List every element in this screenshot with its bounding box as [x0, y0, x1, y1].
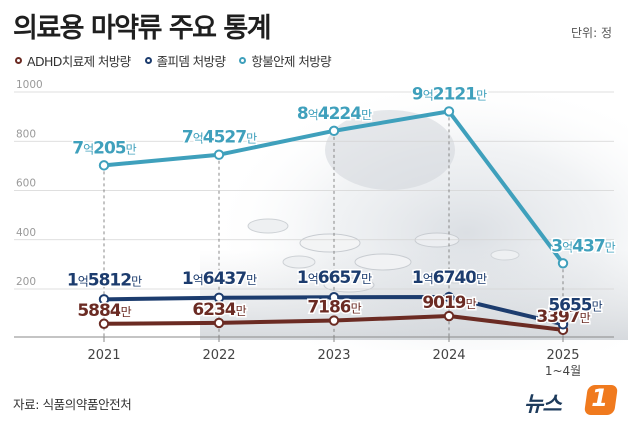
legend-item-anxiolytic: 항불안제 처방량 — [239, 51, 332, 70]
legend-marker-anxiolytic — [239, 57, 247, 64]
series-zolpidem — [98, 291, 569, 330]
y-tick-label: 800 — [16, 128, 36, 140]
data-label-anxiolytic: 7억4527만 — [182, 128, 257, 148]
legend: ADHD치료제 처방량 졸피뎀 처방량 항불안제 처방량 — [15, 51, 332, 70]
legend-item-adhd: ADHD치료제 처방량 — [15, 51, 131, 70]
data-label-zolpidem: 1억6740만 — [412, 268, 487, 288]
series-adhd — [98, 310, 569, 336]
x-tick-label: 2025 — [546, 348, 579, 363]
data-label-adhd: 7186만 — [307, 298, 361, 318]
data-label-zolpidem: 5655만 — [548, 295, 602, 315]
data-label-adhd: 3397만 — [536, 307, 590, 327]
data-label-adhd: 9019만 — [422, 293, 476, 313]
data-point-zolpidem — [213, 292, 225, 303]
data-label-zolpidem: 1억6437만 — [182, 269, 257, 289]
data-label-zolpidem: 1억5812만 — [67, 270, 142, 290]
y-tick-label: 200 — [16, 276, 36, 288]
series-anxiolytic — [98, 106, 569, 269]
legend-label-anxiolytic: 항불안제 처방량 — [251, 54, 332, 69]
legend-marker-zolpidem — [144, 57, 152, 64]
logo-text: 뉴스 — [524, 392, 562, 416]
y-tick-label: 600 — [16, 178, 36, 190]
data-point-anxiolytic — [98, 160, 110, 171]
data-point-adhd — [213, 317, 225, 329]
news1-logo: 뉴스 1 — [524, 384, 619, 420]
legend-label-zolpidem: 졸피뎀 처방량 — [156, 54, 226, 69]
data-point-anxiolytic — [213, 149, 225, 160]
data-point-anxiolytic — [443, 106, 455, 117]
data-point-adhd — [328, 315, 340, 326]
data-point-zolpidem — [328, 292, 340, 303]
background-pills-image — [200, 90, 628, 350]
data-label-anxiolytic: 7억205만 — [72, 138, 136, 158]
data-point-anxiolytic — [557, 258, 569, 269]
source-note: 자료: 식품의약품안전처 — [13, 397, 132, 412]
unit-label: 단위: 정 — [571, 26, 612, 40]
x-tick-sublabel: 1~4월 — [545, 364, 581, 378]
data-point-anxiolytic — [328, 125, 340, 137]
page-title: 의료용 마약류 주요 통계 — [13, 13, 272, 44]
data-point-adhd — [98, 318, 110, 329]
chart-grid — [14, 91, 614, 338]
y-tick-label: 400 — [16, 227, 36, 239]
x-tick-label: 2024 — [432, 348, 465, 363]
data-label-anxiolytic: 9억2121만 — [412, 84, 487, 104]
series-layer: 5884만 6234만 7186만 9019만 3397만 1억5812만 1억6437만 1… — [65, 83, 618, 336]
logo-badge-text: 1 — [591, 384, 608, 412]
x-tick-label: 2023 — [317, 348, 350, 363]
x-tick-label: 2021 — [87, 348, 120, 363]
legend-label-adhd: ADHD치료제 처방량 — [27, 54, 131, 69]
y-tick-label: 1000 — [16, 79, 43, 91]
data-point-zolpidem — [557, 319, 569, 330]
legend-marker-adhd — [15, 57, 22, 64]
data-point-zolpidem — [98, 294, 110, 305]
data-label-anxiolytic: 8억4224만 — [297, 104, 372, 124]
legend-item-zolpidem: 졸피뎀 처방량 — [144, 51, 226, 70]
data-point-adhd — [443, 310, 455, 322]
data-label-adhd: 6234만 — [192, 300, 246, 320]
data-label-zolpidem: 1억6657만 — [297, 268, 372, 288]
y-axis: 1000 800 600 400 200 — [16, 79, 43, 288]
data-label-adhd: 5884만 — [77, 301, 131, 321]
data-point-zolpidem — [443, 291, 455, 303]
x-tick-label: 2022 — [202, 348, 235, 363]
data-label-anxiolytic: 3억437만 — [551, 236, 615, 256]
